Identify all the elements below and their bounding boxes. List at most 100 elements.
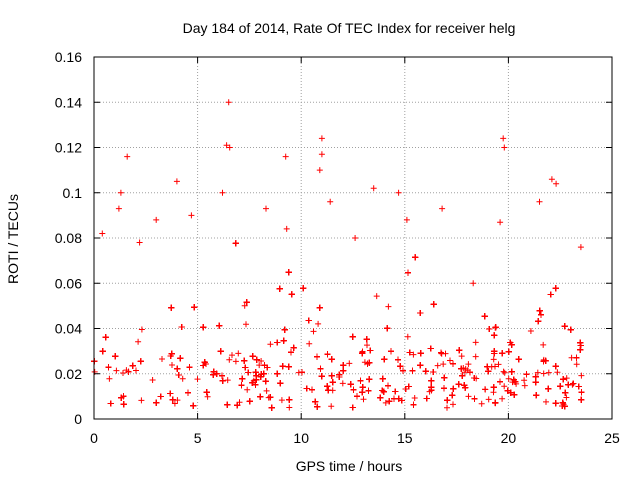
data-point	[573, 361, 580, 368]
data-point	[459, 372, 466, 379]
data-point	[434, 362, 441, 369]
data-point	[386, 398, 393, 405]
data-point	[547, 291, 554, 298]
data-point	[575, 383, 582, 390]
data-point	[405, 383, 412, 390]
data-point	[336, 374, 343, 380]
data-point	[349, 404, 356, 411]
data-point	[499, 350, 506, 357]
data-point	[577, 346, 584, 353]
data-point	[405, 269, 411, 276]
data-point	[360, 396, 367, 403]
data-point	[535, 318, 542, 325]
data-point	[381, 356, 388, 363]
data-point	[373, 293, 380, 300]
data-point	[179, 375, 186, 382]
data-point	[458, 365, 465, 372]
data-point	[281, 326, 288, 333]
data-point	[545, 369, 552, 376]
data-point	[495, 361, 502, 368]
y-tick-label: 0	[74, 411, 82, 427]
x-tick-label: 10	[293, 430, 309, 446]
data-point	[169, 396, 176, 403]
data-point	[384, 325, 391, 332]
data-point	[417, 362, 424, 369]
data-point	[395, 395, 402, 402]
data-point	[500, 135, 507, 142]
data-point	[491, 350, 498, 357]
data-point	[430, 301, 437, 308]
data-point	[328, 403, 335, 410]
data-point	[318, 135, 325, 142]
data-point	[578, 372, 585, 379]
data-point	[428, 384, 435, 391]
data-point	[113, 367, 120, 374]
data-point	[563, 375, 570, 382]
data-point	[411, 395, 418, 401]
data-point	[285, 363, 292, 370]
data-point	[485, 396, 492, 403]
data-point	[428, 377, 435, 384]
data-point	[276, 285, 283, 292]
scatter-points	[91, 99, 585, 411]
data-point	[288, 349, 294, 356]
data-point	[377, 394, 384, 401]
data-point	[242, 364, 249, 371]
data-point	[492, 324, 499, 331]
data-point	[423, 395, 430, 402]
data-point	[456, 347, 463, 354]
data-point	[268, 404, 275, 411]
y-tick-label: 0.16	[55, 49, 82, 65]
data-point	[548, 176, 555, 183]
data-point	[438, 350, 445, 357]
data-point	[120, 393, 127, 400]
data-point	[99, 348, 106, 355]
data-point	[263, 387, 270, 394]
data-point	[210, 371, 217, 378]
data-point	[243, 299, 250, 306]
data-point	[490, 384, 497, 391]
data-point	[312, 398, 319, 405]
data-point	[249, 379, 256, 386]
data-point	[219, 377, 226, 384]
data-point	[385, 303, 392, 310]
data-point	[395, 189, 402, 196]
data-point	[449, 392, 456, 399]
data-point	[349, 333, 356, 340]
data-point	[354, 393, 360, 400]
data-point	[540, 341, 547, 348]
data-point	[486, 326, 493, 332]
data-point	[570, 380, 577, 387]
data-point	[282, 153, 289, 160]
y-tick-label: 0.02	[55, 366, 82, 382]
data-point	[472, 339, 479, 346]
data-point	[224, 401, 231, 408]
data-point	[500, 368, 507, 375]
data-point	[536, 198, 543, 205]
y-tick-label: 0.06	[55, 275, 82, 291]
data-point	[280, 337, 287, 344]
data-point	[404, 333, 411, 340]
data-point	[392, 388, 399, 395]
y-tick-label: 0.1	[63, 185, 83, 201]
data-point	[538, 311, 544, 318]
data-point	[115, 205, 122, 212]
data-point	[499, 395, 506, 402]
data-point	[288, 291, 295, 298]
data-point	[444, 397, 451, 404]
data-point	[257, 393, 264, 400]
data-point	[364, 342, 370, 349]
data-point	[458, 353, 465, 360]
data-point	[492, 399, 499, 406]
data-point	[129, 362, 136, 369]
data-point	[511, 391, 518, 398]
x-axis-label: GPS time / hours	[296, 458, 403, 474]
data-point	[450, 385, 457, 392]
data-point	[346, 360, 353, 367]
data-point	[200, 324, 207, 331]
data-point	[521, 377, 528, 384]
data-point	[245, 369, 252, 376]
data-point	[430, 369, 437, 375]
data-point	[226, 144, 233, 151]
data-point	[167, 390, 174, 397]
